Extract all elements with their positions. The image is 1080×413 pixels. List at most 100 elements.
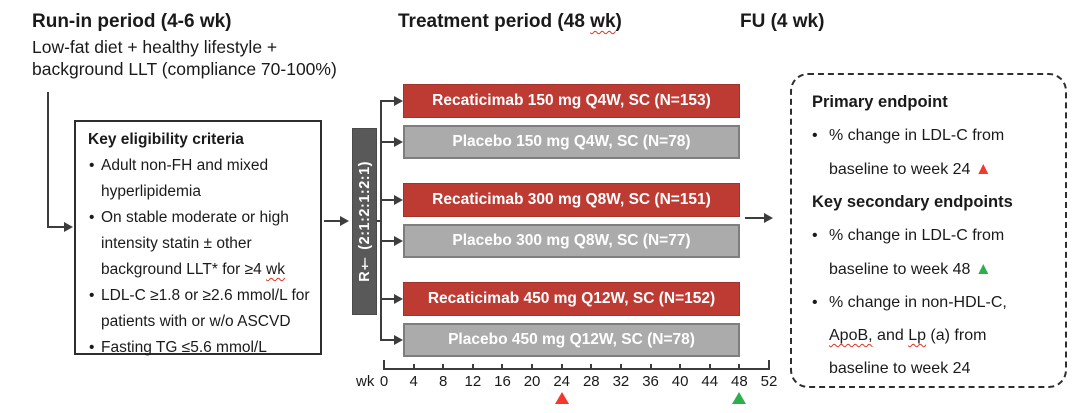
arrowhead-right-icon xyxy=(340,216,349,226)
branch-line-arm3 xyxy=(381,199,395,201)
secondary-endpoint2-line1: • % change in non-HDL-C, xyxy=(812,286,1055,319)
axis-tick xyxy=(383,360,385,370)
secondary-endpoint1-line2: baseline to week 48 ▲ xyxy=(812,252,1055,286)
week48-triangle-icon xyxy=(732,392,747,404)
eligibility-line: Adult non-FH and mixed xyxy=(101,157,269,174)
arrowhead-right-icon xyxy=(394,236,403,246)
axis-tick-label: 32 xyxy=(612,373,630,390)
arm-bar-recaticimab-450-q12w: Recaticimab 450 mg Q12W, SC (N=152) xyxy=(403,282,740,316)
arm-bar-placebo-150-q4w: Placebo 150 mg Q4W, SC (N=78) xyxy=(403,125,740,159)
axis-tick-label: 40 xyxy=(671,373,689,390)
endpoint-text: baseline to week 48 xyxy=(829,261,975,278)
arm-bar-placebo-300-q8w: Placebo 300 mg Q8W, SC (N=77) xyxy=(403,224,740,258)
randomization-bar: R† (2:1:2:1:2:1) xyxy=(352,128,377,315)
eligibility-item-ldlc: • LDL-C ≥1.8 or ≥2.6 mmol/L for patients… xyxy=(88,283,314,335)
endpoints-box: Primary endpoint • % change in LDL-C fro… xyxy=(790,73,1067,388)
endpoint-text: and xyxy=(872,327,909,344)
treatment-period-text: Treatment period (48 xyxy=(398,11,591,32)
timeline-axis-line xyxy=(384,368,770,370)
axis-tick xyxy=(531,364,534,370)
axis-tick-label: 44 xyxy=(701,373,719,390)
axis-tick xyxy=(768,360,770,370)
randomization-label: R† (2:1:2:1:2:1) xyxy=(356,161,373,282)
axis-tick xyxy=(738,364,741,370)
week24-triangle-icon xyxy=(554,392,569,404)
run-in-description-line1: Low-fat diet + healthy lifestyle + xyxy=(32,37,278,57)
endpoint-text: (a) from xyxy=(925,327,987,344)
bullet-icon: • xyxy=(812,227,818,244)
endpoint-text: baseline to week 24 xyxy=(829,161,975,178)
arrowhead-right-icon xyxy=(394,335,403,345)
endpoint-text: % change in LDL-C from xyxy=(829,127,1005,144)
axis-tick-label: 4 xyxy=(409,373,418,390)
run-in-connector-horizontal-line xyxy=(47,226,66,228)
axis-tick-label: 36 xyxy=(642,373,659,390)
branch-vertical-line xyxy=(380,100,382,341)
eligibility-item-tg: • Fasting TG ≤5.6 mmol/L xyxy=(88,335,314,361)
eligibility-line-text: background LLT* for ≥4 xyxy=(101,261,267,278)
treatment-period-heading: Treatment period (48 wk) xyxy=(398,11,622,33)
endpoint-squiggle-word: ApoB, xyxy=(829,327,873,344)
run-in-description: Low-fat diet + healthy lifestyle + backg… xyxy=(32,37,337,80)
axis-tick-label: 12 xyxy=(464,373,482,390)
secondary-endpoint1-line1: • % change in LDL-C from xyxy=(812,219,1055,252)
eligibility-line: patients with or w/o ASCVD xyxy=(101,313,291,330)
axis-tick xyxy=(708,364,711,370)
axis-tick-label: 28 xyxy=(582,373,600,390)
axis-tick-label: 8 xyxy=(439,373,448,390)
eligibility-line: intensity statin ± other xyxy=(101,235,252,252)
timeline-markers xyxy=(384,392,769,406)
axis-tick xyxy=(442,364,445,370)
arrowhead-right-icon xyxy=(64,222,73,232)
arms-to-endpoints-line xyxy=(745,217,766,219)
branch-line-arm1 xyxy=(381,100,395,102)
axis-tick-label: 20 xyxy=(523,373,541,390)
endpoint-squiggle-word: Lp xyxy=(908,327,926,344)
arrowhead-right-icon xyxy=(394,96,403,106)
axis-tick-label: 52 xyxy=(760,373,778,390)
follow-up-heading: FU (4 wk) xyxy=(740,11,825,32)
axis-tick xyxy=(412,364,415,370)
axis-tick-label: 16 xyxy=(494,373,511,390)
timeline-unit-label: wk xyxy=(356,373,375,390)
bullet-icon: • xyxy=(812,127,818,144)
eligibility-line: hyperlipidemia xyxy=(101,183,201,200)
run-in-connector-vertical-line xyxy=(47,92,49,228)
eligibility-title: Key eligibility criteria xyxy=(88,131,244,148)
eligibility-item-statin: • On stable moderate or high intensity s… xyxy=(88,205,314,283)
bullet-icon: • xyxy=(89,287,95,304)
primary-endpoint-item-line1: • % change in LDL-C from xyxy=(812,119,1055,152)
axis-tick xyxy=(471,364,474,370)
bullet-icon: • xyxy=(89,157,95,174)
eligibility-line: background LLT* for ≥4 wk xyxy=(101,257,314,283)
green-triangle-icon: ▲ xyxy=(974,259,992,278)
arrowhead-right-icon xyxy=(394,137,403,147)
eligibility-to-randomization-line xyxy=(324,220,341,222)
treatment-period-text-end: ) xyxy=(615,11,622,32)
arm-bar-placebo-450-q12w: Placebo 450 mg Q12W, SC (N=78) xyxy=(403,323,740,357)
primary-endpoint-item-line2: baseline to week 24 ▲ xyxy=(812,152,1055,186)
axis-tick-label: 0 xyxy=(379,373,389,390)
red-triangle-icon: ▲ xyxy=(974,159,992,178)
axis-tick-label: 48 xyxy=(731,373,748,390)
secondary-endpoint2-line3: baseline to week 24 xyxy=(829,360,971,377)
arm-bar-recaticimab-300-q8w: Recaticimab 300 mg Q8W, SC (N=151) xyxy=(403,183,740,217)
axis-tick xyxy=(679,364,682,370)
branch-line-arm4 xyxy=(381,240,395,242)
arrowhead-right-icon xyxy=(394,294,403,304)
axis-tick xyxy=(590,364,593,370)
run-in-period-heading: Run-in period (4-6 wk) xyxy=(32,11,232,32)
axis-tick xyxy=(649,364,652,370)
arrowhead-right-icon xyxy=(764,213,773,223)
timeline-axis-labels: 0 4 8 12 16 20 24 28 32 36 40 44 48 52 xyxy=(380,373,778,390)
eligibility-item-nonfh: • Adult non-FH and mixed hyperlipidemia xyxy=(88,153,314,205)
bullet-icon: • xyxy=(812,294,818,311)
run-in-description-line2: background LLT (compliance 70-100%) xyxy=(32,58,337,79)
branch-line-arm6 xyxy=(381,339,395,341)
axis-tick xyxy=(501,364,504,370)
timeline-axis-ticks xyxy=(383,360,770,370)
eligibility-line: LDL-C ≥1.8 or ≥2.6 mmol/L for xyxy=(101,287,310,304)
secondary-endpoints-title: Key secondary endpoints xyxy=(812,193,1013,211)
eligibility-line: Fasting TG ≤5.6 mmol/L xyxy=(101,339,267,356)
